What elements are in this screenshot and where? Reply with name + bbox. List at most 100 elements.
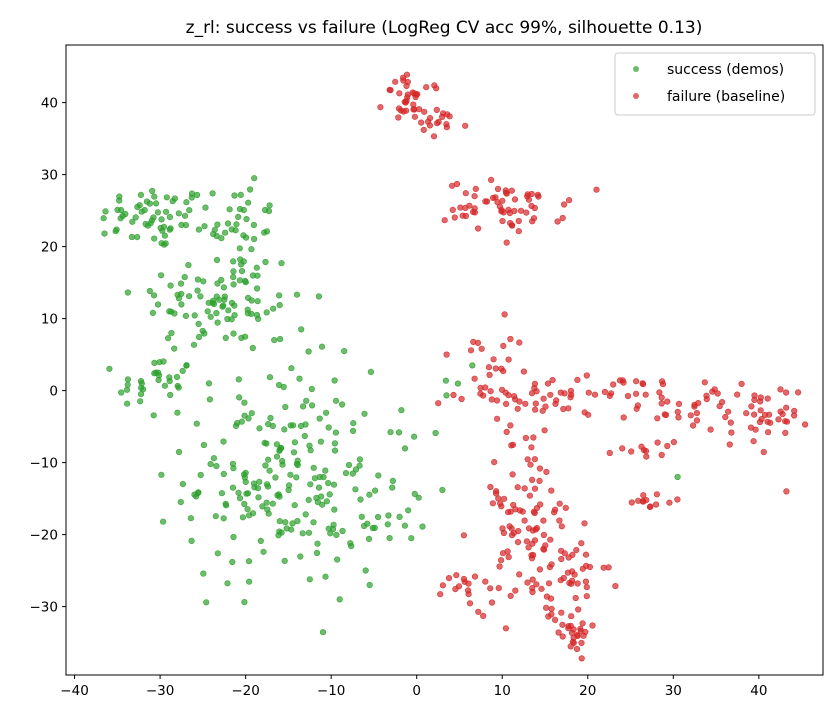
failure-point bbox=[632, 378, 640, 385]
failure-point bbox=[562, 504, 569, 512]
success-point bbox=[306, 442, 313, 449]
failure-point bbox=[480, 612, 487, 620]
success-point bbox=[266, 202, 273, 209]
failure-point bbox=[658, 400, 665, 407]
failure-point bbox=[395, 114, 402, 121]
failure-point bbox=[654, 439, 661, 446]
failure-point bbox=[639, 380, 646, 387]
success-point bbox=[117, 207, 125, 214]
success-point bbox=[384, 521, 391, 528]
failure-point bbox=[693, 417, 701, 424]
success-point bbox=[210, 455, 217, 462]
success-point bbox=[229, 484, 237, 491]
success-point bbox=[194, 191, 201, 199]
failure-point bbox=[460, 575, 468, 583]
success-point bbox=[239, 514, 246, 521]
success-point bbox=[267, 414, 274, 422]
success-point bbox=[231, 302, 238, 309]
failure-point bbox=[402, 99, 409, 106]
success-point bbox=[259, 503, 266, 510]
success-point bbox=[251, 235, 258, 243]
legend: success (demos) failure (baseline) bbox=[614, 52, 816, 116]
failure-point bbox=[612, 582, 619, 590]
success-point bbox=[168, 330, 175, 337]
failure-point bbox=[560, 201, 568, 208]
success-point bbox=[330, 481, 338, 488]
failure-point bbox=[420, 126, 427, 133]
failure-point bbox=[501, 495, 508, 502]
failure-point bbox=[439, 582, 447, 589]
success-point bbox=[313, 494, 320, 502]
failure-point bbox=[514, 484, 521, 491]
failure-point bbox=[531, 456, 539, 463]
success-point bbox=[310, 464, 317, 471]
failure-point bbox=[619, 445, 626, 452]
failure-point bbox=[488, 599, 496, 606]
failure-point bbox=[675, 414, 682, 421]
success-point bbox=[415, 494, 422, 501]
success-point bbox=[270, 305, 277, 312]
success-point bbox=[398, 407, 405, 414]
failure-point bbox=[558, 609, 565, 616]
success-point bbox=[350, 420, 357, 427]
success-point bbox=[302, 511, 309, 518]
success-point bbox=[249, 344, 256, 352]
success-point bbox=[243, 490, 250, 497]
success-point bbox=[177, 499, 184, 506]
failure-point bbox=[522, 434, 530, 442]
success-point bbox=[150, 292, 158, 299]
success-point bbox=[195, 320, 202, 328]
x-axis: −40 −30 −20 −10 0 10 20 30 40 bbox=[60, 675, 767, 699]
success-point bbox=[221, 293, 228, 300]
failure-point bbox=[738, 380, 745, 388]
failure-point bbox=[628, 448, 635, 455]
failure-point bbox=[541, 427, 548, 434]
success-point bbox=[278, 260, 285, 267]
success-point bbox=[241, 598, 248, 606]
failure-point bbox=[435, 118, 442, 125]
failure-point bbox=[535, 193, 542, 200]
success-point bbox=[213, 293, 220, 300]
success-point bbox=[287, 422, 294, 429]
success-point bbox=[336, 596, 343, 603]
failure-point bbox=[486, 371, 493, 379]
failure-point bbox=[517, 207, 525, 214]
success-point bbox=[330, 521, 337, 528]
failure-point bbox=[606, 449, 613, 457]
failure-point bbox=[581, 520, 588, 527]
failure-point bbox=[496, 563, 503, 570]
success-point bbox=[230, 274, 237, 281]
failure-point bbox=[674, 496, 681, 503]
failure-point bbox=[487, 483, 494, 491]
success-point bbox=[408, 535, 415, 542]
x-tick-label: −10 bbox=[317, 683, 346, 699]
failure-point bbox=[542, 604, 550, 611]
success-point bbox=[151, 235, 158, 242]
success-point bbox=[226, 206, 233, 213]
success-point bbox=[122, 210, 129, 218]
success-point bbox=[220, 284, 227, 291]
failure-point bbox=[498, 386, 506, 393]
success-point bbox=[161, 382, 168, 389]
failure-point bbox=[400, 108, 407, 115]
success-point bbox=[220, 515, 227, 522]
legend-marker-success bbox=[633, 66, 639, 72]
success-point bbox=[134, 203, 141, 211]
success-point bbox=[372, 487, 379, 494]
failure-point bbox=[523, 209, 530, 216]
success-point bbox=[322, 467, 329, 474]
failure-point bbox=[711, 386, 718, 393]
legend-box bbox=[614, 52, 816, 116]
success-point bbox=[160, 518, 167, 525]
success-point bbox=[231, 312, 238, 319]
failure-point bbox=[547, 536, 554, 543]
success-point bbox=[265, 456, 272, 463]
failure-point bbox=[619, 377, 626, 384]
failure-point bbox=[585, 389, 592, 396]
success-point bbox=[171, 345, 178, 352]
success-point bbox=[210, 231, 217, 238]
failure-point bbox=[568, 391, 575, 398]
success-point bbox=[213, 463, 220, 470]
success-point bbox=[255, 494, 262, 501]
success-point bbox=[202, 204, 209, 211]
